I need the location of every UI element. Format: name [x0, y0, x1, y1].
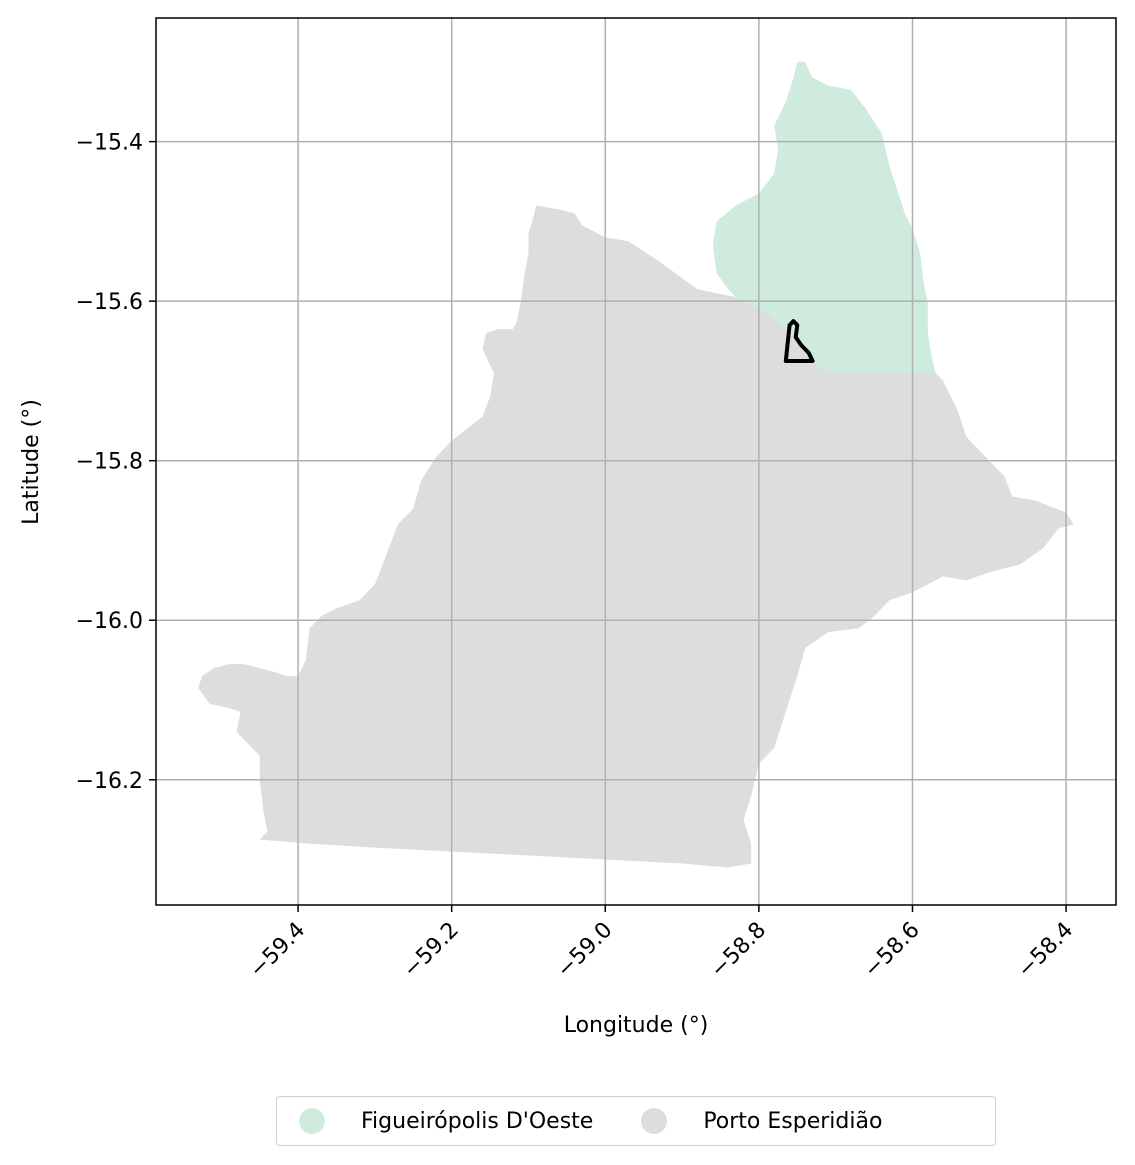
y-tick-label-0: −15.4	[76, 131, 143, 156]
regions-layer	[198, 61, 1074, 868]
y-ticks: −15.4 −15.6 −15.8 −16.0 −16.2	[76, 131, 156, 794]
x-tick-label-0: −59.4	[245, 918, 310, 983]
legend-item-porto-esperidiao: Porto Esperidião	[641, 1108, 882, 1134]
region-figueiropolis-d-oeste	[712, 61, 936, 374]
y-tick-label-4: −16.2	[76, 769, 143, 794]
x-tick-label-4: −58.6	[859, 918, 924, 983]
legend: Figueirópolis D'Oeste Porto Esperidião	[276, 1096, 996, 1146]
legend-marker-figueiropolis	[299, 1108, 325, 1134]
legend-item-figueiropolis: Figueirópolis D'Oeste	[299, 1108, 593, 1134]
legend-label-porto-esperidiao: Porto Esperidião	[703, 1108, 883, 1134]
outline-layer	[783, 319, 815, 363]
grid-layer	[156, 18, 1116, 905]
y-tick-label-2: −15.8	[76, 450, 143, 475]
x-axis-title: Longitude (°)	[564, 1013, 709, 1038]
x-tick-label-2: −59.0	[552, 918, 617, 983]
y-tick-label-1: −15.6	[76, 290, 143, 315]
legend-marker-porto-esperidiao	[641, 1108, 668, 1134]
plot-frame	[155, 17, 1117, 906]
study-area-outline	[783, 319, 815, 363]
legend-label-figueiropolis: Figueirópolis D'Oeste	[361, 1108, 594, 1134]
y-tick-label-3: −16.0	[76, 609, 143, 634]
x-tick-label-3: −58.8	[706, 918, 771, 983]
y-axis-title: Latitude (°)	[19, 399, 44, 525]
x-tick-label-1: −59.2	[399, 918, 464, 983]
x-tick-label-5: −58.4	[1013, 918, 1078, 983]
region-porto-esperidiao	[198, 205, 1074, 868]
x-ticks: −59.4 −59.2 −59.0 −58.8 −58.6 −58.4	[245, 905, 1078, 983]
